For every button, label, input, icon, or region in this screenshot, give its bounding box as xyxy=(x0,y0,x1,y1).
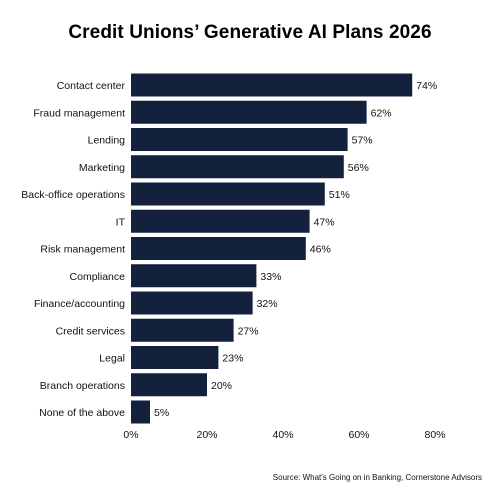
bar xyxy=(131,373,207,397)
bar xyxy=(131,346,219,369)
data-label: 47% xyxy=(314,216,335,228)
category-label: Legal xyxy=(99,353,125,365)
category-label: Back-office operations xyxy=(21,189,125,201)
bar xyxy=(131,237,306,260)
x-tick-label: 20% xyxy=(196,429,217,441)
bar xyxy=(131,100,367,124)
data-label: 32% xyxy=(257,298,278,310)
category-label: None of the above xyxy=(39,407,125,419)
bar xyxy=(131,182,325,206)
category-label: Marketing xyxy=(79,162,125,174)
data-label: 57% xyxy=(352,135,373,147)
bar xyxy=(131,73,413,97)
category-label: Credit services xyxy=(56,325,125,337)
data-label: 62% xyxy=(371,107,392,119)
data-label: 51% xyxy=(329,189,350,201)
chart-title: Credit Unions’ Generative AI Plans 2026 xyxy=(68,22,432,43)
data-label: 56% xyxy=(348,162,369,174)
bar xyxy=(131,291,253,315)
bar xyxy=(131,128,348,151)
bar xyxy=(131,400,150,424)
category-label: Compliance xyxy=(70,271,126,283)
x-tick-label: 80% xyxy=(424,429,445,441)
source-note: Source: What's Going on in Banking, Corn… xyxy=(272,473,482,482)
category-label: Finance/accounting xyxy=(34,298,125,310)
data-label: 27% xyxy=(238,325,259,337)
data-label: 74% xyxy=(416,80,437,92)
category-label: Lending xyxy=(88,135,126,147)
x-tick-label: 40% xyxy=(272,429,293,441)
category-label: Branch operations xyxy=(40,380,125,392)
bar xyxy=(131,155,344,179)
x-tick-label: 60% xyxy=(348,429,369,441)
data-label: 5% xyxy=(154,407,169,419)
data-label: 20% xyxy=(211,380,232,392)
category-label: Contact center xyxy=(57,80,126,92)
x-tick-label: 0% xyxy=(123,429,138,441)
bar xyxy=(131,209,310,233)
data-label: 46% xyxy=(310,244,331,256)
bar xyxy=(131,318,234,342)
bar xyxy=(131,264,257,288)
data-label: 23% xyxy=(222,353,243,365)
data-label: 33% xyxy=(260,271,281,283)
category-label: Risk management xyxy=(40,244,125,256)
category-label: IT xyxy=(116,216,126,228)
category-label: Fraud management xyxy=(33,107,125,119)
